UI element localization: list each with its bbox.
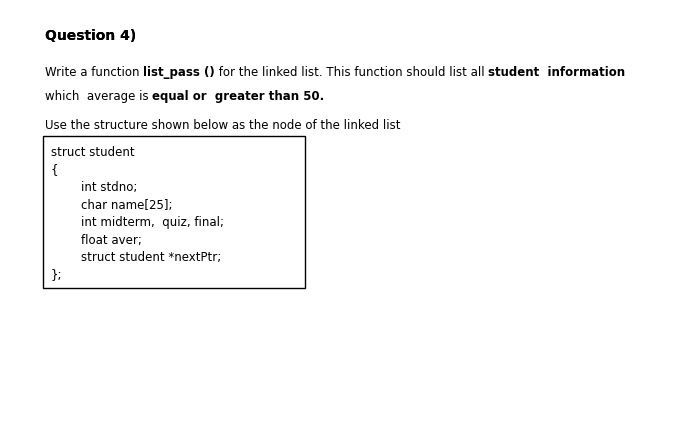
- Text: };: };: [51, 268, 63, 282]
- Text: for the linked list. This function should list all: for the linked list. This function shoul…: [215, 66, 489, 79]
- Bar: [43, 136, 305, 288]
- Text: char name[25];: char name[25];: [51, 198, 172, 212]
- Text: int midterm,  quiz, final;: int midterm, quiz, final;: [51, 216, 224, 229]
- Text: Use the structure shown below as the node of the linked list: Use the structure shown below as the nod…: [45, 119, 401, 132]
- Text: struct student: struct student: [51, 146, 135, 159]
- Text: struct student *nextPtr;: struct student *nextPtr;: [51, 251, 221, 264]
- Text: equal or  greater than 50.: equal or greater than 50.: [153, 90, 325, 103]
- Text: which  average is: which average is: [45, 90, 153, 103]
- Text: list_pass (): list_pass (): [144, 66, 215, 79]
- Text: {: {: [51, 164, 59, 176]
- Text: Question 4): Question 4): [45, 29, 136, 43]
- Text: float aver;: float aver;: [51, 234, 142, 246]
- Text: Write a function: Write a function: [45, 66, 144, 79]
- Text: int stdno;: int stdno;: [51, 181, 137, 194]
- Text: student  information: student information: [489, 66, 625, 79]
- Text: Question 4): Question 4): [45, 29, 136, 43]
